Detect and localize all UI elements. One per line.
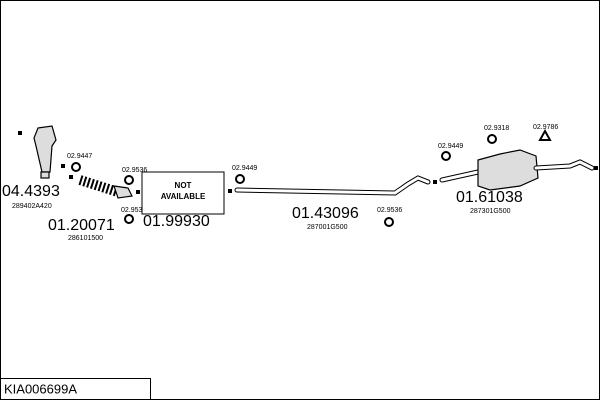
part-code: 01.20071 bbox=[48, 217, 115, 234]
clamp-code: 02.9449 bbox=[232, 165, 257, 172]
clamp bbox=[384, 217, 394, 227]
clamp bbox=[71, 162, 81, 172]
part-code: 01.99930 bbox=[143, 213, 210, 230]
clamp bbox=[538, 128, 552, 141]
part-ref: 289402A420 bbox=[12, 203, 52, 210]
clamp bbox=[124, 175, 134, 185]
middle-pipe bbox=[228, 175, 431, 196]
part-code: 01.43096 bbox=[292, 205, 359, 222]
connector bbox=[136, 190, 140, 194]
not-available-box bbox=[141, 171, 225, 215]
part-ref: 286101500 bbox=[68, 235, 103, 242]
clamp bbox=[235, 174, 245, 184]
clamp bbox=[441, 151, 451, 161]
clamp bbox=[487, 134, 497, 144]
note: NOT bbox=[175, 181, 192, 190]
clamp-code: 02.9447 bbox=[67, 153, 92, 160]
clamp-code: 02.9318 bbox=[484, 125, 509, 132]
clamp-code: 02.9536 bbox=[122, 167, 147, 174]
clamp-code: 02.9536 bbox=[121, 207, 146, 214]
catalytic-converter bbox=[18, 125, 65, 179]
rear-muffler bbox=[433, 149, 598, 191]
clamp bbox=[124, 214, 134, 224]
clamp-code: 02.9536 bbox=[377, 207, 402, 214]
footer-id: KIA006699A bbox=[4, 381, 77, 396]
note: AVAILABLE bbox=[161, 192, 206, 201]
clamp-code: 02.9786 bbox=[533, 124, 558, 131]
part-code: 01.61038 bbox=[456, 189, 523, 206]
clamp-code: 02.9449 bbox=[438, 143, 463, 150]
flex-pipe bbox=[69, 175, 133, 199]
part-code: 04.4393 bbox=[2, 183, 60, 200]
part-ref: 287001G500 bbox=[307, 224, 348, 231]
part-ref: 287301G500 bbox=[470, 208, 511, 215]
